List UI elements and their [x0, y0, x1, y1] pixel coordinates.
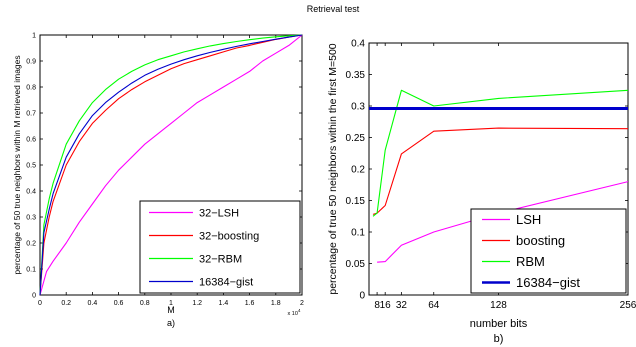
x-tick-label: 8 [374, 300, 380, 311]
figure-title: Retrieval test [307, 4, 360, 14]
y-tick-label: 1 [32, 32, 36, 39]
y-tick-label: 0.25 [346, 133, 366, 144]
x-exponent-label: x 104 [288, 308, 301, 317]
legend-entry-3: 16384−gist [199, 276, 253, 288]
series-line-1 [39, 34, 303, 296]
series-line-2 [39, 34, 303, 296]
y-tick-label: 0.1 [351, 228, 365, 239]
y-axis-label: percentage of 50 true neighbors within M… [12, 55, 22, 274]
x-axis-label: number bits [470, 318, 528, 330]
legend-box [139, 200, 301, 294]
legend-entry-3: 16384−gist [516, 275, 580, 290]
legend-entry-2: 32−RBM [199, 253, 242, 265]
y-tick-label: 0.9 [26, 58, 36, 65]
series-line-2 [372, 89, 629, 217]
y-tick-label: 0.5 [26, 162, 36, 169]
y-axis-label: percentage of true 50 neighbors within t… [327, 43, 339, 294]
x-tick-label: 0.2 [61, 300, 71, 307]
y-tick-label: 0.05 [346, 259, 366, 270]
series-line-0 [39, 34, 303, 296]
y-tick-label: 0 [32, 292, 36, 299]
x-tick-label: 32 [396, 300, 408, 311]
x-tick-label: 128 [490, 300, 507, 311]
legend-entry-0: 32−LSH [199, 207, 239, 219]
x-exponent-power: 4 [298, 308, 301, 313]
x-tick-label: 1.4 [219, 300, 229, 307]
series-line-3 [39, 34, 303, 296]
x-tick-label: 0 [38, 300, 42, 307]
x-tick-label: 1.6 [245, 300, 255, 307]
y-tick-label: 0.35 [346, 70, 366, 81]
x-exponent-base: x 10 [288, 311, 298, 317]
y-tick-label: 0.6 [26, 136, 36, 143]
x-tick-label: 0.6 [114, 300, 124, 307]
x-tick-label: 1.8 [271, 300, 281, 307]
y-tick-label: 0.4 [351, 39, 365, 50]
chart-panel-a: 0 0.2 0.4 0.6 0.8 1 1.2 1.4 1.6 1.8 2 0 0.1 0.2 0.3 0.4… [12, 32, 304, 328]
y-tick-label: 0.7 [26, 110, 36, 117]
legend-entry-1: boosting [516, 233, 565, 248]
x-tick-label: 2 [300, 300, 304, 307]
series-line-0 [377, 181, 629, 263]
x-tick-label: 256 [620, 300, 636, 311]
y-tick-label: 0.2 [351, 165, 365, 176]
x-tick-label: 64 [428, 300, 440, 311]
y-tick-label: 0.2 [26, 240, 36, 247]
y-tick-label: 0.1 [26, 266, 36, 273]
y-tick-label: 0.4 [26, 188, 36, 195]
y-tick-label: 0.3 [351, 102, 365, 113]
x-tick-label: 16 [380, 300, 392, 311]
y-tick-label: 0 [359, 291, 365, 302]
legend-box [470, 208, 627, 294]
y-tick-label: 0.8 [26, 84, 36, 91]
panel-label: a) [167, 318, 175, 328]
y-tick-label: 0.15 [346, 196, 366, 207]
legend-entry-0: LSH [516, 212, 541, 227]
panel-label: b) [494, 333, 504, 345]
legend-entry-2: RBM [516, 254, 545, 269]
chart-panel-b: 8 16 32 64 128 256 0 0.05 0.1 0.15 0.2 0.25 0.3 0.35 0… [327, 39, 636, 346]
x-tick-label: 0.8 [140, 300, 150, 307]
x-axis-label: M [167, 305, 175, 315]
x-tick-label: 0.4 [88, 300, 98, 307]
x-tick-label: 1 [169, 300, 173, 307]
legend-entry-1: 32−boosting [199, 230, 259, 242]
y-tick-label: 0.3 [26, 214, 36, 221]
x-tick-label: 1.2 [192, 300, 202, 307]
